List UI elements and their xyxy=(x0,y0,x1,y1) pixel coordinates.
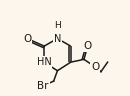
Text: O: O xyxy=(91,62,99,72)
Text: Br: Br xyxy=(37,81,49,91)
Text: N: N xyxy=(54,34,61,44)
Text: O: O xyxy=(23,34,31,44)
Text: O: O xyxy=(84,41,92,51)
Text: HN: HN xyxy=(37,57,52,67)
Text: H: H xyxy=(54,21,61,30)
